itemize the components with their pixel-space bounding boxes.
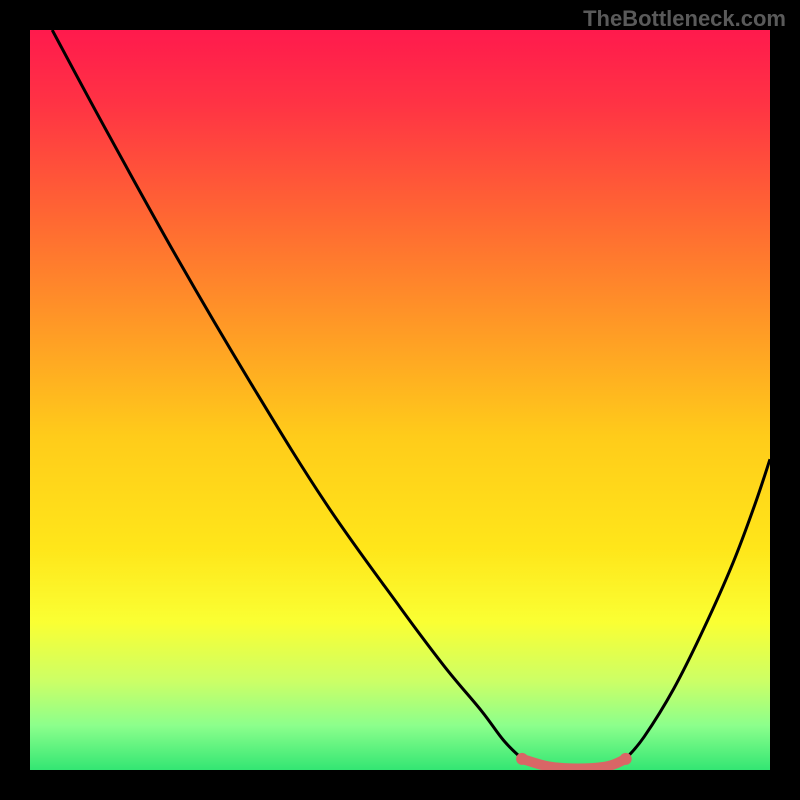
left-branch-line (52, 30, 522, 759)
sweet-spot-end-right (620, 753, 632, 765)
sweet-spot-line (522, 759, 626, 769)
right-branch-line (626, 459, 770, 759)
sweet-spot-end-left (516, 753, 528, 765)
chart-plot-area (30, 30, 770, 770)
chart-curves (30, 30, 770, 770)
watermark-text: TheBottleneck.com (583, 6, 786, 32)
